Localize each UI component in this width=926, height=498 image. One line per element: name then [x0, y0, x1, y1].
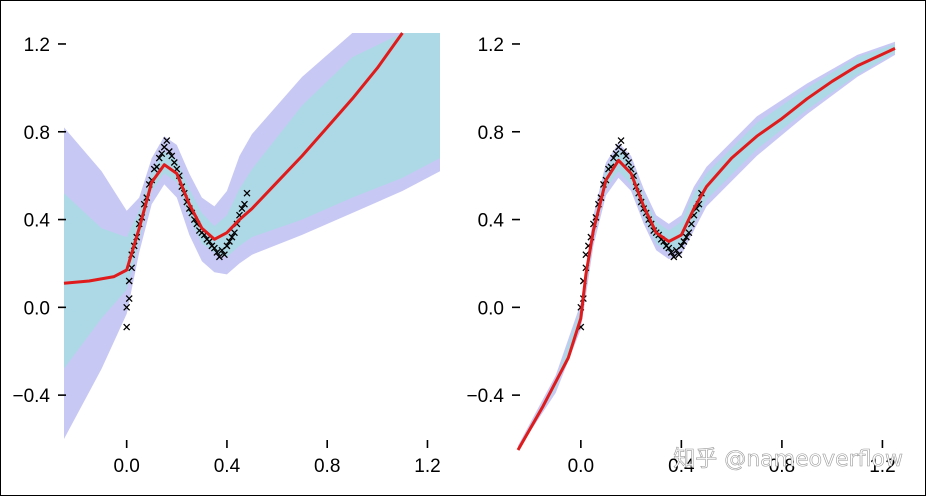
data-point	[153, 163, 161, 171]
data-point	[670, 253, 678, 261]
data-point	[168, 152, 176, 160]
y-tick-label: 0.0	[24, 298, 50, 319]
x-tick-label: 0.0	[113, 456, 139, 477]
left-panel: 1.2 0.8 0.4 0.0 −0.4 0.0 0.4 0.8 1.2	[12, 32, 441, 477]
data-point	[158, 150, 166, 158]
data-point	[125, 295, 133, 303]
data-point	[210, 244, 218, 252]
data-point	[675, 251, 683, 259]
data-point	[228, 233, 236, 241]
data-point	[163, 137, 171, 145]
y-tick-label: −0.4	[12, 386, 50, 407]
y-tick-label: 0.4	[24, 211, 51, 232]
data-point	[625, 159, 633, 166]
data-point	[213, 249, 221, 256]
data-point	[620, 148, 628, 155]
data-point	[215, 253, 223, 261]
data-point	[125, 277, 133, 285]
y-tick-label: 0.8	[478, 123, 504, 144]
watermark-text: 知乎 @nameoverflow	[673, 447, 903, 472]
inner-band-area	[64, 33, 440, 369]
data-point	[230, 229, 238, 237]
right-panel: 1.2 0.8 0.4 0.0 −0.4 0.0 0.4 0.8 1.2	[466, 35, 895, 477]
data-point	[610, 154, 617, 162]
data-point	[617, 137, 625, 145]
data-point	[687, 220, 695, 228]
y-tick-label: 0.0	[478, 298, 504, 319]
data-point	[241, 200, 248, 208]
y-tick-label: 1.2	[478, 35, 504, 56]
data-point	[170, 159, 178, 166]
data-point	[680, 238, 688, 245]
y-tick-label: 0.8	[24, 123, 50, 144]
data-point	[665, 244, 673, 252]
data-point	[682, 233, 690, 241]
data-point	[622, 152, 630, 160]
data-point	[612, 150, 620, 158]
mean-line	[63, 32, 404, 285]
data-point	[128, 264, 136, 272]
x-tick-label: 0.8	[314, 456, 340, 477]
data-point	[685, 229, 693, 237]
x-tick-label: 0.4	[214, 456, 241, 477]
y-tick-label: 0.4	[478, 211, 505, 232]
data-point	[220, 251, 228, 259]
outer-band-area	[518, 41, 895, 451]
y-tick-label: −0.4	[466, 386, 504, 407]
data-point	[123, 303, 131, 311]
y-tick-label: 1.2	[24, 35, 50, 56]
x-tick-label: 1.2	[414, 456, 440, 477]
data-point	[225, 238, 233, 245]
data-point	[123, 323, 131, 331]
x-tick-label: 0.4	[668, 456, 695, 477]
mean-line	[516, 47, 896, 451]
data-point	[223, 242, 231, 250]
data-point	[205, 238, 213, 245]
data-point	[155, 154, 163, 162]
x-tick-label: 1.2	[869, 456, 895, 477]
data-point	[243, 189, 251, 197]
data-point	[238, 205, 246, 213]
data-point	[667, 249, 675, 256]
inner-band-area	[518, 44, 895, 450]
x-tick-label: 0.0	[568, 456, 594, 477]
data-point	[165, 148, 173, 155]
x-tick-label: 0.8	[769, 456, 795, 477]
data-point	[677, 242, 685, 250]
